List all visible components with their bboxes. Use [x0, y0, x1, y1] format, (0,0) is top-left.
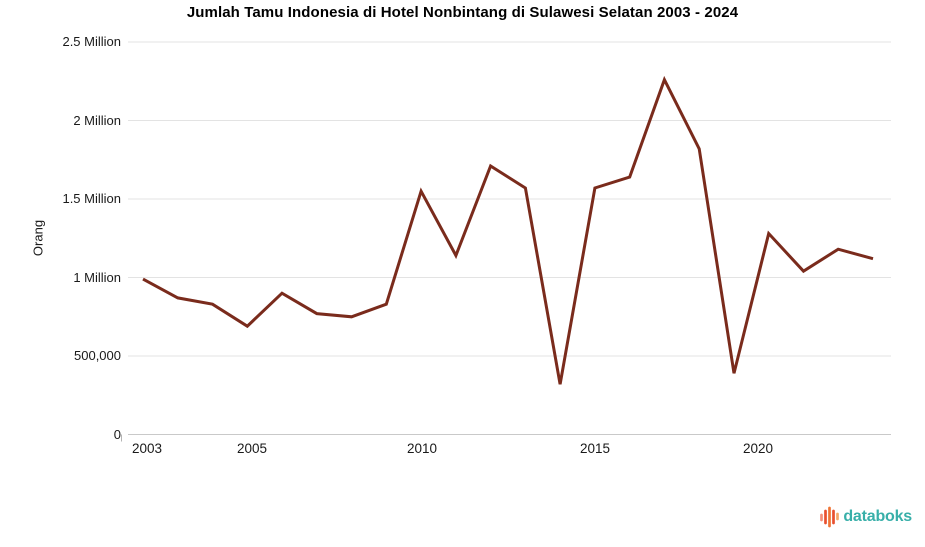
- databoks-logo-text: databoks: [843, 508, 912, 525]
- databoks-logo[interactable]: databoks: [818, 505, 912, 529]
- y-tick-label: 2.5 Million: [62, 34, 121, 49]
- y-tick-label: 0: [113, 426, 121, 442]
- databoks-logo-icon: [820, 506, 840, 528]
- y-tick-label: 2 Million: [73, 112, 121, 128]
- x-tick-label: 2003: [131, 441, 163, 456]
- x-tick-label: 2015: [579, 441, 611, 456]
- plot-area: [121, 41, 891, 442]
- x-tick-label: 2020: [742, 441, 774, 456]
- y-tick-label: 1.5 Million: [62, 191, 121, 206]
- y-tick-label: 1 Million: [73, 269, 121, 285]
- x-tick-label: 2010: [406, 441, 438, 456]
- x-tick-label: 2005: [236, 441, 268, 456]
- data-line-series: [142, 75, 874, 385]
- y-tick-label: 500,000: [74, 348, 121, 363]
- chart-title: Jumlah Tamu Indonesia di Hotel Nonbintan…: [186, 4, 739, 21]
